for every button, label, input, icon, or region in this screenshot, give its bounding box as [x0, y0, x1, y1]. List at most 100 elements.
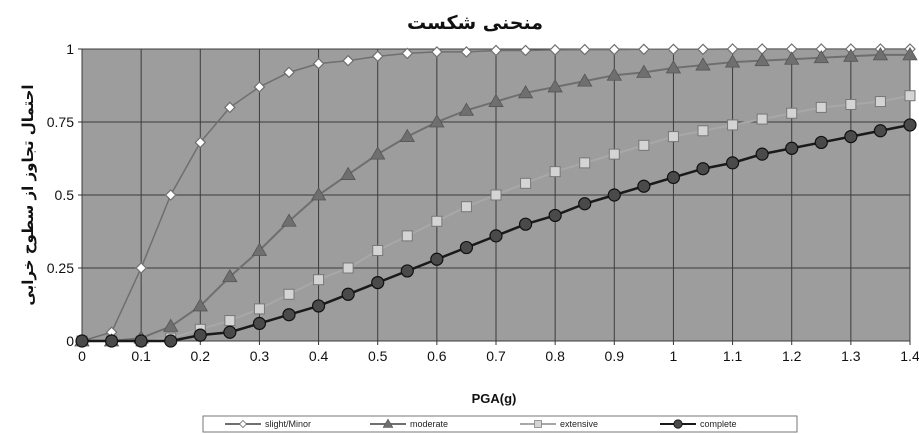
data-point: [667, 43, 680, 56]
data-point: [251, 242, 268, 256]
y-tick-label: 0.5: [55, 187, 75, 203]
data-point: [430, 252, 444, 266]
data-point: [224, 315, 236, 327]
data-point: [75, 334, 89, 348]
x-tick-label: 0: [78, 348, 86, 364]
data-point: [665, 60, 682, 74]
data-point: [520, 177, 532, 189]
data-point: [578, 43, 591, 56]
data-point: [547, 79, 563, 93]
x-tick-label: 0.5: [368, 348, 388, 364]
data-point: [253, 303, 265, 315]
x-tick-label: 0.4: [309, 348, 329, 364]
data-point: [696, 162, 710, 176]
data-point: [371, 50, 384, 63]
x-tick-label: 1.2: [782, 348, 802, 364]
data-point: [845, 98, 857, 110]
data-point: [459, 240, 474, 255]
data-point: [281, 213, 297, 227]
x-tick-label: 1.4: [900, 348, 919, 364]
legend-label: slight/Minor: [265, 419, 311, 429]
y-tick-label: 0: [66, 333, 74, 349]
legend-label: complete: [700, 419, 737, 429]
series-complete: [75, 118, 917, 348]
data-point: [490, 189, 502, 201]
data-point: [785, 141, 799, 155]
x-axis-ticks: 0 0.1 0.2 0.3 0.4 0.5 0.6 0.7 0.8 0.9 1 1.1 1.2 1.3 1.…: [78, 341, 919, 364]
data-point: [815, 101, 827, 113]
data-point: [666, 170, 681, 185]
data-point: [431, 215, 443, 227]
data-point: [399, 128, 415, 143]
data-point: [637, 179, 651, 193]
data-point: [460, 46, 473, 58]
series-layer: [74, 43, 918, 348]
data-point: [549, 44, 561, 56]
data-point: [164, 189, 177, 201]
chart-title: منحنی شکست: [407, 12, 543, 34]
data-point: [340, 166, 356, 180]
data-point: [578, 197, 592, 211]
data-point: [252, 316, 267, 331]
data-point: [607, 188, 621, 202]
data-point: [756, 113, 768, 125]
data-point: [223, 325, 237, 339]
data-point: [372, 244, 384, 256]
data-point: [784, 51, 800, 65]
data-point: [904, 90, 916, 102]
y-tick-label: 0.75: [47, 114, 74, 130]
data-point: [903, 118, 917, 132]
data-point: [104, 334, 119, 348]
data-point: [518, 217, 533, 231]
data-point: [579, 157, 591, 169]
data-point: [548, 208, 562, 223]
data-point: [727, 119, 739, 131]
legend: slight/Minor moderate extensive complete: [202, 415, 798, 433]
data-point: [192, 298, 208, 312]
x-tick-label: 0.8: [545, 348, 565, 364]
legend-marker: [534, 420, 542, 428]
data-point: [341, 287, 355, 301]
data-point: [458, 102, 475, 116]
data-point: [549, 166, 561, 178]
data-point: [517, 85, 534, 99]
data-point: [577, 73, 593, 87]
data-point: [431, 46, 443, 58]
data-point: [902, 47, 918, 61]
data-point: [636, 64, 652, 78]
data-point: [311, 299, 326, 313]
legend-marker: [238, 419, 248, 429]
data-point: [193, 328, 207, 342]
data-point: [638, 139, 650, 151]
data-point: [400, 264, 414, 278]
data-point: [282, 308, 296, 322]
data-point: [224, 101, 236, 114]
x-tick-label: 1.1: [723, 348, 743, 364]
x-tick-label: 0.2: [191, 348, 211, 364]
legend-marker-wrap: [238, 419, 248, 429]
x-tick-label: 0.7: [486, 348, 506, 364]
data-point: [844, 130, 858, 144]
data-point: [163, 318, 179, 332]
data-point: [872, 47, 889, 61]
x-axis-label: PGA(g): [472, 391, 517, 406]
legend-label: extensive: [560, 419, 598, 429]
data-point: [253, 81, 266, 93]
y-axis-ticks: 0 0.25 0.5 0.75 1: [47, 41, 82, 349]
data-point: [873, 124, 888, 138]
data-point: [726, 43, 739, 55]
data-point: [813, 49, 829, 64]
legend-label: moderate: [410, 419, 448, 429]
legend-marker-wrap: [673, 419, 683, 429]
data-point: [283, 288, 295, 300]
data-point: [401, 230, 413, 242]
data-point: [697, 125, 709, 137]
x-tick-label: 0.3: [250, 348, 270, 364]
data-point: [310, 187, 327, 201]
y-tick-label: 0.25: [47, 260, 74, 276]
x-tick-label: 0.6: [427, 348, 447, 364]
legend-marker: [382, 418, 394, 428]
data-point: [313, 274, 325, 286]
data-point: [667, 131, 679, 143]
